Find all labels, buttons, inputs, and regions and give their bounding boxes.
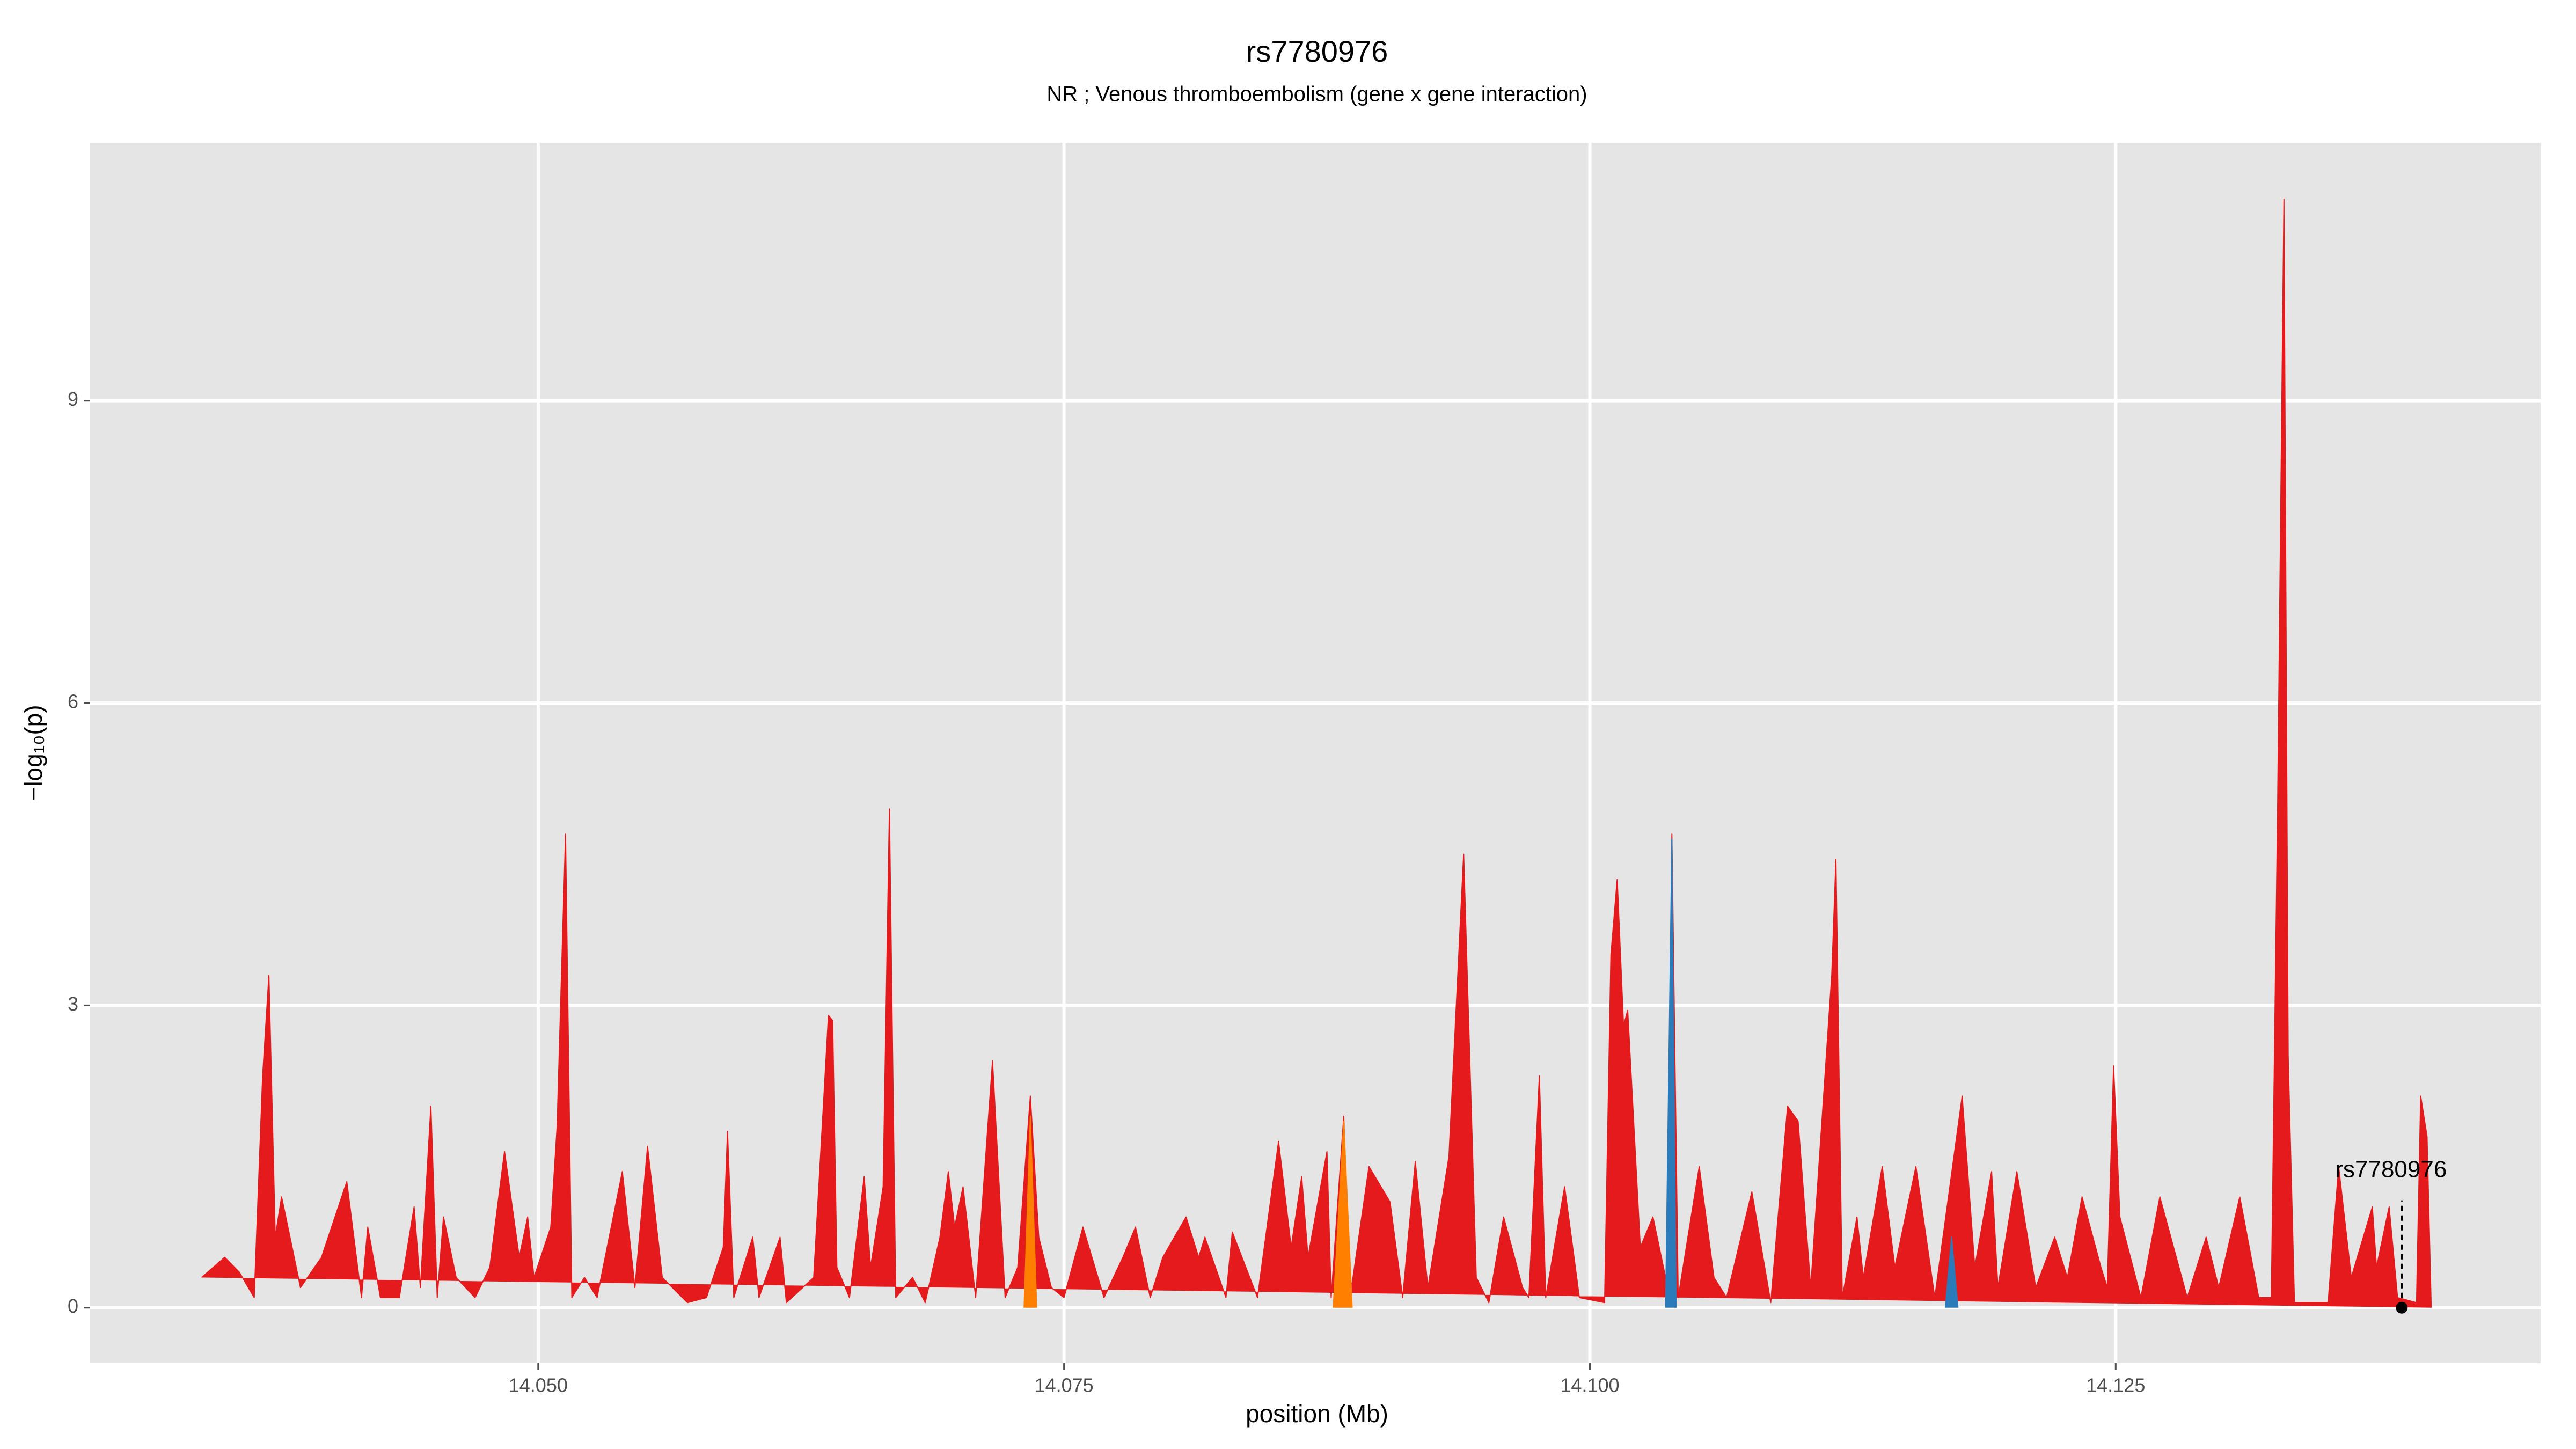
y-tick-label: 0 bbox=[68, 1295, 78, 1317]
area bbox=[1023, 1115, 1353, 1308]
chart-title: rs7780976 bbox=[1246, 34, 1388, 68]
y-axis-label: −log₁₀(p) bbox=[19, 705, 47, 801]
y-tick-label: 6 bbox=[68, 691, 78, 713]
area bbox=[1665, 838, 1959, 1308]
chart-subtitle: NR ; Venous thromboembolism (gene x gene… bbox=[1046, 83, 1587, 106]
x-tick-label: 14.125 bbox=[2086, 1374, 2145, 1396]
plot-panel bbox=[90, 143, 2541, 1363]
y-tick-label: 9 bbox=[68, 388, 78, 410]
x-axis-label: position (Mb) bbox=[1246, 1400, 1388, 1428]
annotation-label: rs7780976 bbox=[2335, 1156, 2447, 1182]
x-tick-label: 14.050 bbox=[509, 1374, 568, 1396]
annotation-point bbox=[2396, 1301, 2408, 1314]
y-tick-label: 3 bbox=[68, 993, 78, 1015]
x-tick-label: 14.100 bbox=[1560, 1374, 1619, 1396]
x-tick-label: 14.075 bbox=[1035, 1374, 1094, 1396]
area bbox=[201, 199, 2432, 1308]
